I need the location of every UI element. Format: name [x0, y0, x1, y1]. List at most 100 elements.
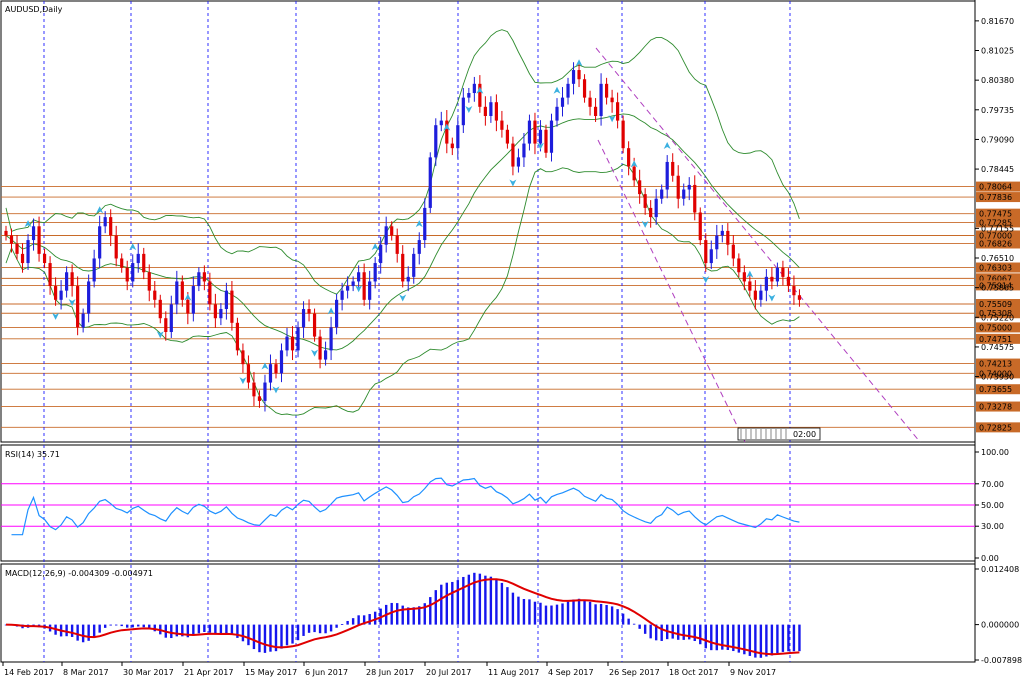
fractal-up-icon	[553, 86, 561, 94]
candles	[4, 60, 802, 412]
candle-body	[109, 217, 113, 236]
macd-bar	[313, 624, 316, 633]
level-label-box	[976, 230, 1020, 241]
macd-bar	[616, 609, 619, 625]
macd-bar	[787, 624, 790, 652]
macd-bar	[770, 624, 774, 656]
level-label: 0.75308	[979, 309, 1012, 318]
candle-body	[781, 267, 785, 277]
candle-body	[445, 120, 449, 144]
level-label: 0.77285	[979, 218, 1012, 227]
candle-body	[549, 120, 554, 153]
candle-body	[191, 286, 195, 314]
level-label-box	[976, 368, 1020, 379]
macd-bar	[561, 603, 564, 625]
candle-body	[290, 336, 295, 351]
macd-bar	[654, 624, 658, 641]
candle-body	[395, 235, 399, 254]
macd-bar	[186, 624, 190, 638]
candle-body	[571, 70, 576, 84]
macd-bar	[566, 601, 570, 625]
candle-body	[296, 327, 300, 351]
candle-body	[362, 272, 366, 300]
candle-body	[224, 290, 228, 310]
candle-body	[136, 253, 140, 264]
fractal-up-icon	[630, 160, 638, 168]
candle-body	[175, 281, 179, 305]
candle-body	[114, 235, 118, 259]
candle-body	[472, 83, 476, 94]
candle-body	[665, 161, 669, 190]
candle-body	[753, 290, 757, 300]
candle-body	[390, 226, 394, 236]
candle-body	[301, 309, 306, 328]
macd-bar	[737, 624, 741, 653]
macd-bar	[340, 624, 344, 625]
candle-body	[649, 207, 653, 218]
candle-body	[147, 272, 151, 291]
fractal-down-icon	[768, 294, 776, 302]
macd-bar	[533, 601, 537, 625]
candle-body	[560, 97, 565, 107]
candle-body	[417, 240, 421, 254]
macd-bar	[137, 624, 140, 627]
candle-body	[180, 281, 184, 300]
candle-body	[423, 207, 427, 241]
macd-bar	[699, 624, 702, 645]
fractal-up-icon	[575, 59, 583, 67]
level-label: 0.76303	[979, 264, 1012, 273]
candle-body	[494, 102, 498, 121]
candle-body	[213, 304, 217, 319]
candle-body	[720, 230, 724, 236]
macd-bar	[285, 624, 289, 646]
candle-body	[610, 97, 614, 103]
candle-body	[368, 281, 372, 300]
macd-bar	[682, 624, 685, 640]
price-tick-label: 0.78445	[981, 165, 1014, 174]
candle-body	[142, 253, 146, 273]
macd-bar	[511, 592, 515, 625]
macd-bar	[357, 615, 360, 625]
price-tick-label: 0.74575	[981, 343, 1014, 352]
macd-bar	[495, 579, 498, 625]
macd-bar	[412, 607, 415, 625]
candle-body	[20, 253, 25, 264]
date-label: 9 Nov 2017	[730, 668, 776, 677]
level-label: 0.77836	[979, 193, 1012, 202]
level-label: 0.74000	[979, 369, 1012, 378]
candle-body	[715, 235, 719, 250]
date-label: 8 Mar 2017	[63, 668, 109, 677]
candle-body	[693, 184, 697, 213]
candle-body	[53, 286, 58, 300]
candle-body	[202, 272, 206, 282]
macd-bar	[65, 624, 68, 637]
candle-body	[709, 249, 713, 264]
macd-bar	[153, 624, 156, 632]
candle-body	[37, 226, 41, 254]
macd-bar	[638, 624, 641, 629]
candle-body	[704, 240, 708, 264]
level-label-box	[976, 384, 1020, 395]
rsi-title: RSI(14) 35.71	[5, 450, 60, 459]
macd-bar	[555, 604, 559, 625]
fractal-down-icon	[355, 285, 363, 293]
level-label: 0.75914	[979, 281, 1012, 290]
fractal-up-icon	[261, 362, 269, 370]
macd-bar	[649, 624, 652, 639]
candle-body	[577, 70, 581, 80]
fractal-up-icon	[24, 220, 32, 228]
macd-bar	[170, 624, 173, 639]
candle-body	[516, 157, 521, 167]
candle-body	[450, 143, 454, 149]
macd-bar	[302, 624, 305, 636]
macd-bar	[748, 624, 752, 656]
macd-bar	[407, 607, 410, 625]
macd-bar	[484, 575, 487, 625]
fractal-up-icon	[746, 270, 754, 278]
level-label: 0.74751	[979, 335, 1012, 344]
price-tick-label: 0.76510	[981, 254, 1014, 263]
macd-bar	[269, 624, 272, 652]
candle-body	[164, 318, 168, 332]
price-tick-label: 0.75865	[981, 284, 1014, 293]
